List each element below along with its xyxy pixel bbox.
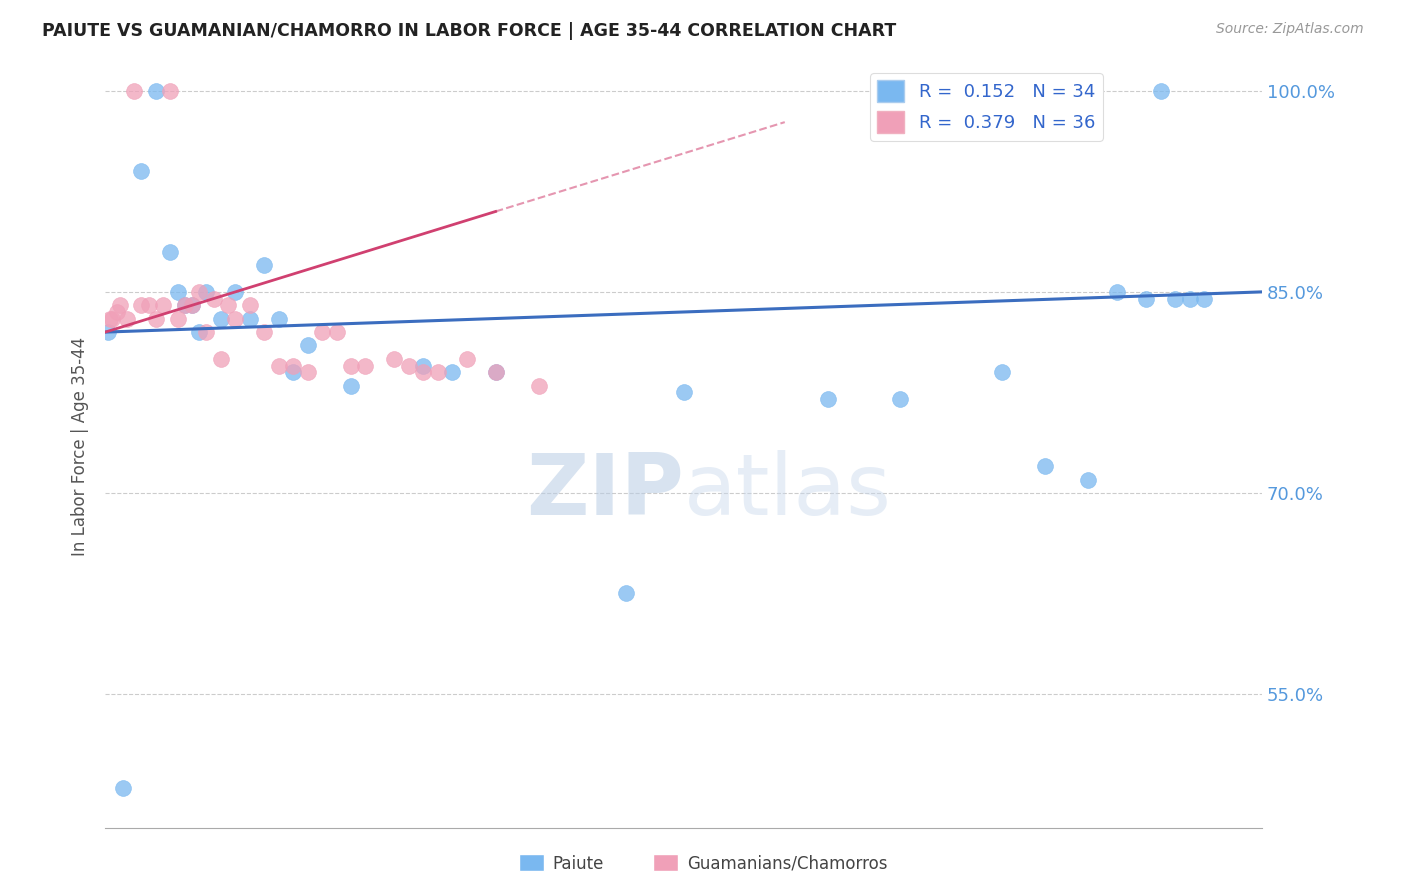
Point [614, 586, 637, 600]
Point [239, 311, 262, 326]
Y-axis label: In Labor Force | Age 35-44: In Labor Force | Age 35-44 [72, 336, 89, 556]
Point [1150, 84, 1173, 98]
Point [115, 311, 138, 326]
Point [398, 359, 420, 373]
Point [441, 365, 464, 379]
Point [159, 244, 181, 259]
Point [1077, 473, 1099, 487]
Point [181, 298, 204, 312]
Point [1192, 292, 1215, 306]
Point [98, 311, 121, 326]
Point [1178, 292, 1201, 306]
Point [195, 285, 218, 299]
Point [209, 351, 232, 366]
Point [527, 378, 550, 392]
Point [412, 365, 434, 379]
Point [340, 359, 363, 373]
Text: ZIP: ZIP [526, 450, 683, 533]
Point [145, 311, 167, 326]
Point [166, 311, 188, 326]
Point [166, 285, 188, 299]
Point [297, 338, 319, 352]
Point [217, 298, 239, 312]
Point [297, 365, 319, 379]
Point [97, 325, 120, 339]
Point [283, 365, 305, 379]
Point [202, 292, 225, 306]
Point [384, 351, 406, 366]
Point [131, 164, 153, 178]
Point [817, 392, 839, 406]
Point [354, 359, 377, 373]
Point [131, 298, 153, 312]
Point [253, 325, 276, 339]
Point [267, 359, 290, 373]
Point [224, 311, 246, 326]
Point [108, 298, 131, 312]
Point [283, 359, 305, 373]
Point [1135, 292, 1157, 306]
Text: Source: ZipAtlas.com: Source: ZipAtlas.com [1216, 22, 1364, 37]
Point [253, 258, 276, 272]
Point [195, 325, 218, 339]
Text: PAIUTE VS GUAMANIAN/CHAMORRO IN LABOR FORCE | AGE 35-44 CORRELATION CHART: PAIUTE VS GUAMANIAN/CHAMORRO IN LABOR FO… [42, 22, 897, 40]
Point [159, 84, 181, 98]
Point [224, 285, 246, 299]
Point [101, 311, 124, 326]
Point [145, 84, 167, 98]
Point [456, 351, 478, 366]
Point [111, 780, 134, 795]
Point [138, 298, 160, 312]
Point [484, 365, 506, 379]
Point [990, 365, 1012, 379]
Point [209, 311, 232, 326]
Point [484, 365, 506, 379]
Point [1033, 459, 1056, 474]
Point [181, 298, 204, 312]
Text: atlas: atlas [683, 450, 891, 533]
Point [325, 325, 347, 339]
Point [173, 298, 195, 312]
Point [188, 285, 211, 299]
Legend: R =  0.152   N = 34, R =  0.379   N = 36: R = 0.152 N = 34, R = 0.379 N = 36 [870, 73, 1102, 141]
Point [122, 84, 145, 98]
Point [311, 325, 333, 339]
Legend: Paiute, Guamanians/Chamorros: Paiute, Guamanians/Chamorros [512, 847, 894, 880]
Point [1107, 285, 1129, 299]
Point [340, 378, 363, 392]
Point [672, 385, 695, 400]
Point [412, 359, 434, 373]
Point [1164, 292, 1187, 306]
Point [188, 325, 211, 339]
Point [889, 392, 911, 406]
Point [152, 298, 174, 312]
Point [239, 298, 262, 312]
Point [173, 298, 195, 312]
Point [105, 305, 128, 319]
Point [426, 365, 449, 379]
Point [267, 311, 290, 326]
